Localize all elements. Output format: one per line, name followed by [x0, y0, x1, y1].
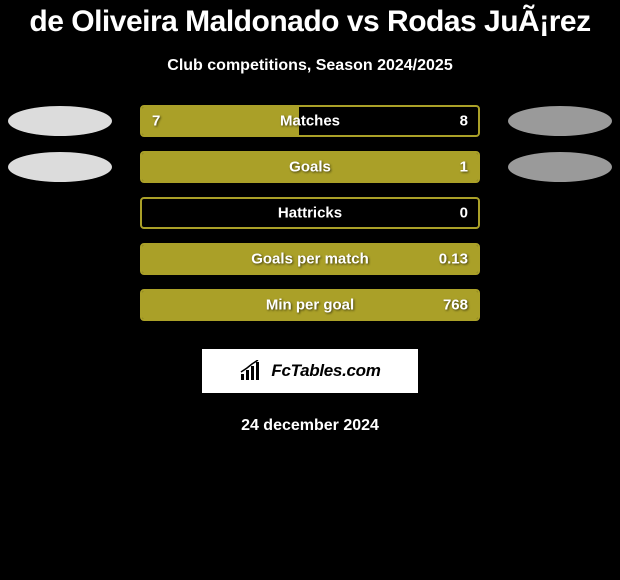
stats-area: 7 Matches 8 Goals 1 Hattricks 0 Goals per match… [0, 105, 620, 321]
stat-bar: Min per goal 768 [140, 289, 480, 321]
spacer [8, 290, 112, 320]
stat-bar: Goals 1 [140, 151, 480, 183]
stat-label: Goals [289, 159, 331, 176]
stat-row: Goals 1 [0, 151, 620, 183]
stat-row: 7 Matches 8 [0, 105, 620, 137]
logo-box[interactable]: FcTables.com [202, 349, 418, 393]
stat-right-value: 1 [460, 159, 468, 176]
spacer [508, 290, 612, 320]
stat-right-value: 768 [443, 297, 468, 314]
stat-row: Min per goal 768 [0, 289, 620, 321]
stat-bar: Hattricks 0 [140, 197, 480, 229]
stat-row: Hattricks 0 [0, 197, 620, 229]
bar-chart-icon [239, 360, 265, 382]
stat-label: Min per goal [266, 297, 354, 314]
player-marker-left [8, 152, 112, 182]
player-marker-left [8, 106, 112, 136]
comparison-panel: de Oliveira Maldonado vs Rodas JuÃ¡rez C… [0, 0, 620, 435]
stat-row: Goals per match 0.13 [0, 243, 620, 275]
spacer [508, 198, 612, 228]
stat-label: Matches [280, 113, 340, 130]
subtitle: Club competitions, Season 2024/2025 [0, 57, 620, 75]
stat-bar: 7 Matches 8 [140, 105, 480, 137]
spacer [8, 244, 112, 274]
spacer [8, 198, 112, 228]
stat-right-value: 8 [460, 113, 468, 130]
logo-text: FcTables.com [271, 361, 380, 381]
stat-label: Goals per match [251, 251, 369, 268]
stat-right-value: 0 [460, 205, 468, 222]
spacer [508, 244, 612, 274]
stat-bar: Goals per match 0.13 [140, 243, 480, 275]
player-marker-right [508, 152, 612, 182]
stat-bar-fill [142, 107, 299, 135]
date-label: 24 december 2024 [0, 417, 620, 435]
stat-right-value: 0.13 [439, 251, 468, 268]
player-marker-right [508, 106, 612, 136]
page-title: de Oliveira Maldonado vs Rodas JuÃ¡rez [0, 5, 620, 39]
stat-left-value: 7 [152, 113, 160, 130]
stat-label: Hattricks [278, 205, 342, 222]
